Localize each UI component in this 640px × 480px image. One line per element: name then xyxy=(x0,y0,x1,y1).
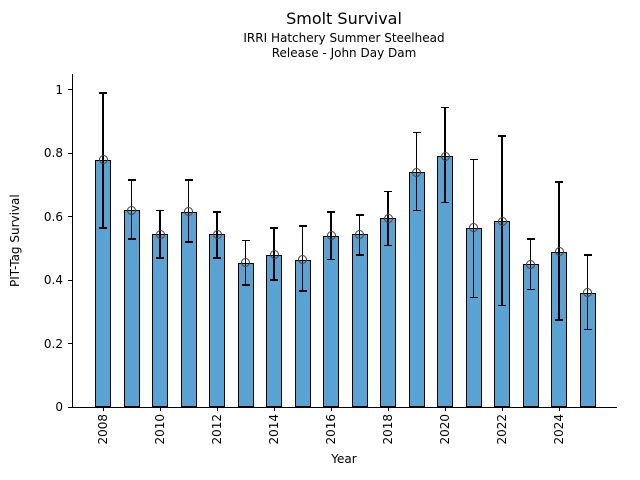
error-bar-cap-top xyxy=(555,181,563,183)
y-tick xyxy=(68,152,73,154)
x-tick-label: 2016 xyxy=(324,414,338,445)
data-point-marker xyxy=(469,223,478,233)
error-bar-cap-top xyxy=(156,209,164,212)
error-bar-cap-bottom xyxy=(526,288,535,291)
bar xyxy=(152,234,168,407)
error-bar-cap-top xyxy=(583,254,592,256)
error-bar-cap-bottom xyxy=(469,296,478,299)
error-bar-cap-bottom xyxy=(184,241,193,243)
x-tick-label: 2024 xyxy=(552,414,566,445)
error-bar-cap-bottom xyxy=(412,209,421,212)
error-bar-cap-bottom xyxy=(298,290,307,292)
error-bar-cap-bottom xyxy=(355,254,364,256)
x-axis-title: Year xyxy=(331,452,357,466)
data-point-marker xyxy=(241,258,250,268)
data-point-marker xyxy=(127,205,136,215)
y-tick xyxy=(68,89,73,91)
data-point-marker xyxy=(383,213,393,223)
data-point-marker xyxy=(269,250,279,260)
x-tick xyxy=(387,407,389,411)
error-bar-cap-bottom xyxy=(498,304,506,307)
error-bar-cap-top xyxy=(412,131,421,134)
chart-subtitle-line2: Release - John Day Dam xyxy=(271,46,417,60)
error-bar-cap-top xyxy=(441,106,449,109)
error-bar-cap-bottom xyxy=(441,201,449,204)
data-point-marker xyxy=(212,229,222,239)
error-bar-cap-bottom xyxy=(555,319,563,321)
x-tick-label: 2018 xyxy=(381,414,395,445)
bar xyxy=(380,218,396,407)
bar xyxy=(209,234,225,407)
error-bar-cap-top xyxy=(127,179,136,181)
error-bar-cap-bottom xyxy=(241,284,250,286)
data-point-marker xyxy=(440,151,450,161)
error-bar-cap-top xyxy=(384,190,392,193)
y-tick-label: 0.2 xyxy=(43,336,63,351)
x-tick xyxy=(558,407,560,411)
error-bar-cap-bottom xyxy=(156,257,164,259)
error-bar-cap-top xyxy=(184,179,193,181)
x-tick xyxy=(216,407,218,411)
chart-subtitle-line1: IRRI Hatchery Summer Steelhead xyxy=(243,31,445,45)
plot-area: 0 0.2 0.4 0.6 0.8 1 2008 2010 2012 2014 2016 2018 20… xyxy=(44,74,617,445)
data-point-marker xyxy=(554,247,564,257)
data-point-marker xyxy=(583,288,592,298)
error-bar-cap-bottom xyxy=(213,257,221,259)
error-bar-cap-bottom xyxy=(99,227,107,229)
error-bar-cap-bottom xyxy=(127,238,136,240)
x-tick xyxy=(444,407,446,411)
x-tick-label: 2012 xyxy=(210,414,224,445)
x-tick xyxy=(159,407,161,411)
bar xyxy=(123,210,140,407)
error-bar-cap-top xyxy=(327,211,335,213)
x-tick xyxy=(273,407,275,411)
x-tick-label: 2022 xyxy=(495,414,509,445)
x-tick-label: 2020 xyxy=(438,414,452,445)
y-tick xyxy=(68,343,73,345)
data-point-marker xyxy=(526,259,535,269)
data-point-marker xyxy=(412,167,421,177)
y-tick-label: 0.6 xyxy=(43,209,63,224)
y-tick-label: 0 xyxy=(55,400,63,414)
error-bar-cap-bottom xyxy=(384,244,392,246)
error-bar-cap-bottom xyxy=(270,279,278,281)
data-point-marker xyxy=(98,155,108,165)
x-tick-label: 2014 xyxy=(267,414,281,445)
y-tick xyxy=(68,279,73,281)
data-point-marker xyxy=(184,207,193,217)
error-bar-cap-top xyxy=(270,227,278,229)
x-tick xyxy=(102,407,104,411)
error-bar-cap-top xyxy=(469,158,478,161)
error-bar-cap-bottom xyxy=(583,328,592,331)
error-bar-cap-top xyxy=(241,239,250,242)
data-point-marker xyxy=(155,229,165,239)
data-point-marker xyxy=(497,216,507,226)
x-tick-label: 2010 xyxy=(153,414,167,445)
bar xyxy=(351,234,368,407)
x-tick xyxy=(501,407,503,411)
y-tick-label: 0.4 xyxy=(43,273,63,288)
y-tick-label: 1 xyxy=(55,82,63,97)
y-tick xyxy=(68,406,73,408)
data-point-marker xyxy=(326,231,336,241)
error-bar-cap-top xyxy=(298,225,307,227)
error-bar-cap-top xyxy=(99,92,107,94)
error-bar-cap-top xyxy=(498,135,506,137)
bar xyxy=(323,235,339,407)
y-tick-label: 0.8 xyxy=(43,146,63,161)
y-tick xyxy=(68,216,73,218)
x-tick-label: 2008 xyxy=(96,414,110,445)
data-point-marker xyxy=(355,229,364,239)
error-bar-cap-top xyxy=(526,238,535,240)
y-axis-title: PIT-Tag Survival xyxy=(8,194,22,287)
chart-title: Smolt Survival xyxy=(286,9,402,28)
error-bar-cap-top xyxy=(355,214,364,216)
x-tick xyxy=(330,407,332,411)
error-bar-cap-bottom xyxy=(327,258,335,261)
data-point-marker xyxy=(298,255,307,265)
error-bar-cap-top xyxy=(213,211,221,213)
